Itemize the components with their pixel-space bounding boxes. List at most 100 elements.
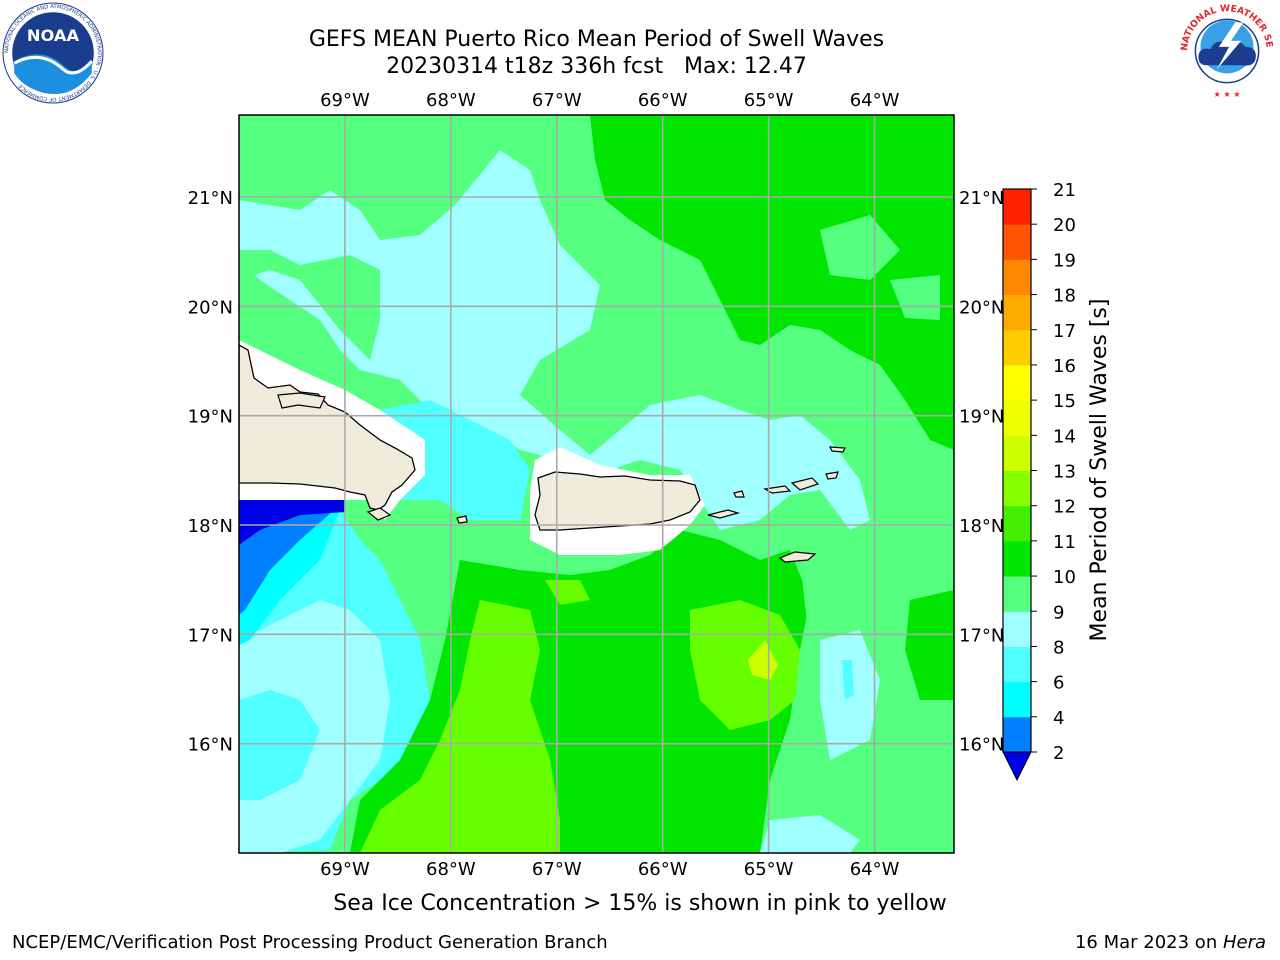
field-11-12-south xyxy=(360,600,560,853)
chart-subtitle: 20230314 t18z 336h fcst Max: 12.47 xyxy=(386,54,807,79)
field-8-9-west xyxy=(239,150,870,530)
lat-tick-label-right: 18°N xyxy=(959,516,1004,537)
colorbar-segment xyxy=(1003,364,1031,401)
map-grid xyxy=(239,115,954,853)
colorbar-tick-label: 4 xyxy=(1053,708,1064,729)
land-st-john-tortola xyxy=(790,477,820,491)
footer-date: 16 Mar 2023 on Hera xyxy=(1075,932,1266,953)
colorbar-segment xyxy=(1003,505,1031,542)
colorbar-tick-label: 19 xyxy=(1053,250,1076,271)
colorbar-segment xyxy=(1003,611,1031,647)
field-6-8-sw-inner xyxy=(239,690,320,800)
colorbar-tick-label: 16 xyxy=(1053,356,1076,377)
lon-tick-label-top: 67°W xyxy=(532,90,582,111)
field-8-9-se-bottom xyxy=(760,815,860,853)
svg-text:★ ★ ★: ★ ★ ★ xyxy=(1213,89,1240,99)
field-9-10-ne-patch-2 xyxy=(890,275,940,320)
field-12-13-max xyxy=(748,640,778,680)
colorbar-segment xyxy=(1003,435,1031,471)
sea-ice-note: Sea Ice Concentration > 15% is shown in … xyxy=(333,891,947,916)
colorbar-segment xyxy=(1003,576,1031,612)
lat-tick-label-left: 20°N xyxy=(188,297,233,318)
lon-tick-label-bottom: 69°W xyxy=(320,859,370,880)
colorbar-tick-label: 20 xyxy=(1053,215,1076,236)
map-tick-labels: 69°W 69°W 68°W 68°W 67°W 67°W 66°W 66°W 65°W 65°W… xyxy=(188,90,1005,880)
lat-tick-label-left: 21°N xyxy=(188,188,233,209)
colorbar-tick-label: 17 xyxy=(1053,321,1076,342)
land-hispaniola xyxy=(239,344,416,511)
map-frame xyxy=(238,114,955,854)
colorbar-extend-arrow xyxy=(1002,751,1032,782)
lon-tick-label-top: 68°W xyxy=(426,90,476,111)
colorbar-tick-label: 14 xyxy=(1053,426,1076,447)
colorbar-segment xyxy=(1003,400,1031,436)
lon-tick-label-bottom: 67°W xyxy=(532,859,582,880)
swell-period-map xyxy=(239,115,954,853)
lon-tick-label-bottom: 64°W xyxy=(850,859,900,880)
colorbar-tick-label: 12 xyxy=(1053,497,1076,518)
lon-tick-label-top: 65°W xyxy=(744,90,794,111)
field-2-4-west xyxy=(239,502,340,615)
field-9-10-ne-patch xyxy=(820,215,900,280)
colorbar-segment xyxy=(1003,470,1031,507)
colorbar-segment xyxy=(1003,329,1031,366)
lat-tick-label-right: 19°N xyxy=(959,407,1004,428)
lon-tick-label-bottom: 65°W xyxy=(744,859,794,880)
lat-tick-label-left: 18°N xyxy=(188,516,233,537)
colorbar-tick-label: 8 xyxy=(1053,637,1064,658)
field-lt2-west xyxy=(239,500,345,545)
lon-tick-label-top: 66°W xyxy=(638,90,688,111)
colorbar: 2 4 6 8 9 10 11 12 13 14 15 16 17 18 19 20 21 xyxy=(1002,180,1076,782)
land-hispaniola-north-isle xyxy=(277,392,326,409)
land-st-thomas xyxy=(763,485,792,494)
land-anegada xyxy=(828,446,846,453)
field-10-11-east-edge xyxy=(905,590,954,700)
footer-credit: NCEP/EMC/Verification Post Processing Pr… xyxy=(12,932,608,953)
lat-tick-label-right: 20°N xyxy=(959,297,1004,318)
footer-machine: Hera xyxy=(1222,932,1266,953)
land-culebra xyxy=(733,490,745,498)
land-st-croix xyxy=(778,551,817,563)
colorbar-segment xyxy=(1003,540,1031,577)
field-6-8-se-spot xyxy=(842,660,854,700)
lat-tick-label-left: 16°N xyxy=(188,735,233,756)
colorbar-segment xyxy=(1003,224,1031,260)
colorbar-segment xyxy=(1003,189,1031,225)
colorbar-tick-label: 15 xyxy=(1053,391,1076,412)
field-11-12-east xyxy=(690,600,800,730)
chart-title: GEFS MEAN Puerto Rico Mean Period of Swe… xyxy=(308,27,885,52)
colorbar-tick-label: 21 xyxy=(1053,180,1076,201)
colorbar-tick-label: 13 xyxy=(1053,462,1076,483)
lat-tick-label-right: 21°N xyxy=(959,188,1004,209)
lon-tick-label-top: 64°W xyxy=(850,90,900,111)
noaa-logo-text: NOAA xyxy=(27,26,80,45)
colorbar-segment xyxy=(1003,259,1031,296)
colorbar-label: Mean Period of Swell Waves [s] xyxy=(1087,299,1112,642)
colorbar-segment xyxy=(1003,716,1031,753)
nws-logo: NATIONAL WEATHER SERVICE ★ ★ ★ xyxy=(1176,2,1275,99)
lat-tick-label-right: 16°N xyxy=(959,735,1004,756)
lat-tick-label-left: 17°N xyxy=(188,625,233,646)
colorbar-segment xyxy=(1003,294,1031,331)
lon-tick-label-bottom: 68°W xyxy=(426,859,476,880)
land-puerto-rico xyxy=(534,471,701,531)
field-6-8-center xyxy=(380,400,530,520)
field-10-11-northeast xyxy=(590,115,954,450)
colorbar-tick-label: 11 xyxy=(1053,532,1076,553)
colorbar-tick-label: 6 xyxy=(1053,673,1064,694)
colorbar-tick-label: 9 xyxy=(1053,602,1064,623)
lon-tick-label-bottom: 66°W xyxy=(638,859,688,880)
colorbar-tick-label: 10 xyxy=(1053,567,1076,588)
noaa-logo: NOAA NATIONAL OCEANIC AND ATMOSPHERIC AD… xyxy=(2,2,104,104)
lon-tick-label-top: 69°W xyxy=(320,90,370,111)
land-vieques xyxy=(707,509,741,519)
colorbar-tick-label: 18 xyxy=(1053,286,1076,307)
land-saona xyxy=(366,507,392,521)
lat-tick-label-left: 19°N xyxy=(188,407,233,428)
colorbar-tick-label: 2 xyxy=(1053,743,1064,764)
land-mona xyxy=(456,515,468,524)
land-virgin-gorda xyxy=(825,471,839,480)
lat-tick-label-right: 17°N xyxy=(959,625,1004,646)
colorbar-segment xyxy=(1003,681,1031,718)
